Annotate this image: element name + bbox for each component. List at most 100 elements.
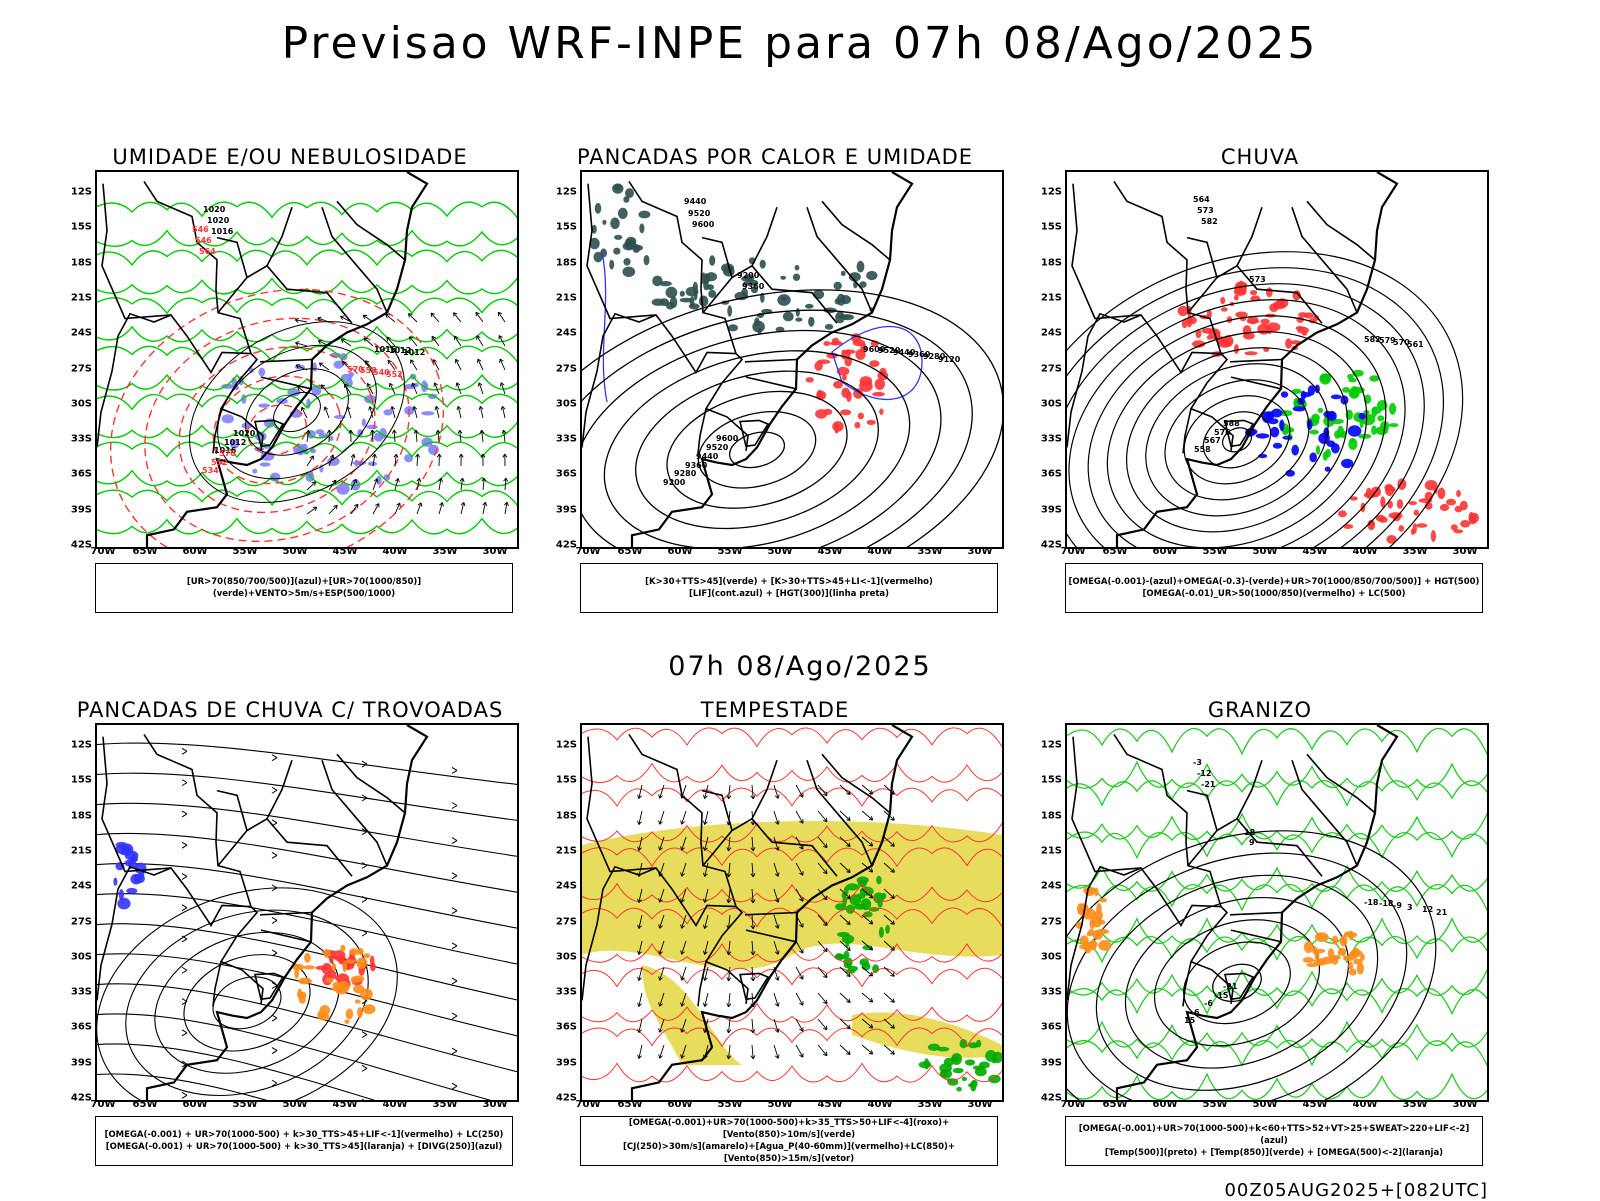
temp850-contour	[1067, 832, 1487, 858]
instability-shade	[666, 287, 678, 298]
lat-tick-label: 39S	[1041, 1057, 1062, 1068]
lat-tick-label: 39S	[556, 1057, 577, 1068]
wind850-green-shade	[919, 1061, 932, 1068]
instability-shade	[825, 324, 833, 330]
lon-tick-label: 60W	[1153, 1099, 1178, 1110]
wind-vector	[417, 454, 418, 466]
streamline	[452, 943, 457, 949]
page-title: Previsao WRF-INPE para 07h 08/Ago/2025	[0, 18, 1600, 69]
wind850-green-shade	[968, 1042, 979, 1048]
streamline	[452, 873, 457, 879]
lat-tick-label: 21S	[1041, 292, 1062, 303]
instability-shade	[638, 211, 650, 219]
thunder-orange-shade	[323, 949, 330, 958]
country-border	[1237, 760, 1322, 876]
instability-shade	[614, 184, 622, 190]
wind850-green-shade	[962, 1077, 967, 1081]
humidity-1000-contour	[97, 490, 517, 505]
country-border	[97, 314, 171, 448]
contour-label: 18	[1244, 828, 1256, 837]
contour-label: 9120	[938, 355, 961, 364]
coastline	[632, 172, 912, 547]
omega-green-shade	[1319, 373, 1331, 384]
lat-tick-label: 12S	[71, 740, 92, 751]
omega500-shade	[1317, 933, 1322, 938]
streamline	[97, 1014, 517, 1100]
lon-tick-label: 40W	[868, 1099, 893, 1110]
instability-shade	[795, 318, 802, 322]
coastline	[147, 172, 427, 547]
lon-tick-label: 50W	[768, 546, 793, 557]
streamline	[272, 917, 277, 923]
temp850-contour	[1067, 866, 1487, 891]
omega-rh-shade	[1470, 513, 1479, 523]
legend-line: [CJ(250)>30m/s](amarelo)+[Agua_P(40-60mm…	[581, 1141, 997, 1165]
omega-rh-shade	[1234, 295, 1239, 301]
lat-tick-label: 42S	[71, 1093, 92, 1104]
lat-tick-label: 33S	[71, 434, 92, 445]
omega-green-shade	[1350, 386, 1359, 398]
legend-box: [OMEGA(-0.001)-(azul)+OMEGA(-0.3)-(verde…	[1065, 563, 1483, 613]
lat-tick-label: 18S	[1041, 810, 1062, 821]
instability-shade	[613, 248, 620, 255]
streamline-vortex	[135, 908, 359, 1098]
contour-label: 1012	[403, 348, 425, 357]
omega-rh-shade	[1431, 530, 1436, 542]
contour-label: 15	[1184, 1016, 1196, 1025]
omega-rh-shade	[1384, 484, 1393, 491]
thunder-orange-shade	[356, 957, 367, 968]
wind850-green-shade	[846, 883, 859, 890]
thunder-orange-shade	[346, 1009, 353, 1020]
streamline	[452, 1048, 457, 1054]
legend-line: [K>30+TTS>45](verde) + [K>30+TTS>45+LI<-…	[581, 576, 997, 588]
lat-tick-label: 21S	[1041, 845, 1062, 856]
instability-shade	[670, 297, 677, 308]
wind-vector	[884, 993, 894, 1002]
instability-shade	[602, 220, 606, 225]
lon-tick-label: 50W	[1253, 546, 1278, 557]
omega-blue-shade	[1293, 406, 1306, 411]
contour-label: -18	[1364, 898, 1379, 907]
thunder-orange-shade	[303, 965, 315, 969]
thunder-orange-shade	[363, 1004, 376, 1014]
map-svg	[582, 725, 1002, 1100]
li-shade	[867, 420, 876, 425]
lat-tick-label: 21S	[556, 292, 577, 303]
omega-blue-shade	[1282, 436, 1292, 440]
instability-shade	[866, 271, 877, 280]
lat-tick-label: 24S	[1041, 881, 1062, 892]
contour-label: 1016	[211, 227, 234, 236]
wind850-green-shade	[879, 927, 884, 938]
omega500-shade	[1346, 932, 1357, 938]
contour-label: 552	[386, 370, 403, 379]
lon-tick-label: 55W	[1203, 546, 1228, 557]
lon-tick-label: 55W	[1203, 1099, 1228, 1110]
wind850-green-shade	[973, 1066, 985, 1070]
omega-rh-shade	[1304, 312, 1314, 318]
lc850-streamline	[582, 728, 1002, 747]
country-border	[337, 754, 405, 813]
instability-shade	[680, 298, 693, 303]
streamline	[182, 780, 187, 786]
li-shade	[872, 392, 885, 397]
lon-tick-label: 50W	[283, 546, 308, 557]
instability-shade	[837, 294, 846, 306]
lon-tick-label: 30W	[1453, 1099, 1478, 1110]
instability-shade	[686, 287, 699, 297]
omega-green-shade	[1371, 425, 1377, 435]
thickness-contour	[156, 320, 399, 539]
wind-vector	[408, 314, 417, 322]
divergence-blue-shade	[119, 889, 124, 900]
contour-label: 9360	[742, 282, 765, 291]
li-shade	[846, 391, 852, 402]
omega-rh-shade	[1266, 287, 1273, 297]
lon-tick-label: 55W	[718, 1099, 743, 1110]
instability-shade	[625, 188, 634, 198]
lat-tick-label: 39S	[71, 504, 92, 515]
contour-label: 9600	[692, 220, 715, 229]
lon-tick-label: 60W	[183, 1099, 208, 1110]
